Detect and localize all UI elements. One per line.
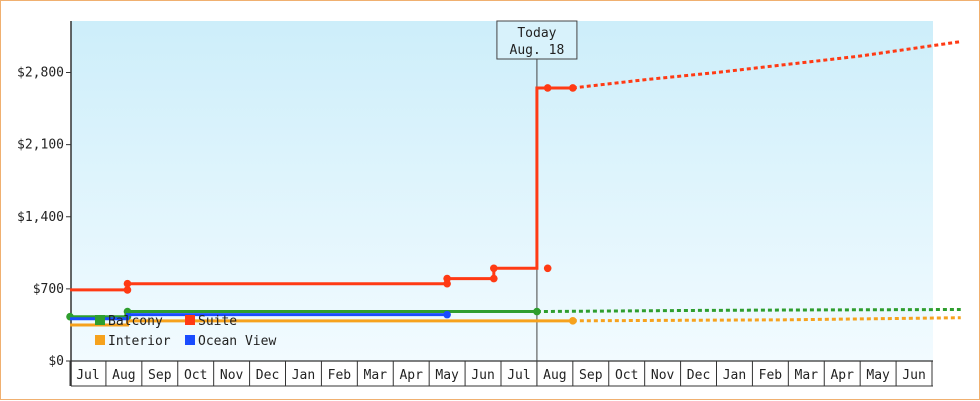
y-tick-label: $2,800 xyxy=(17,66,64,81)
x-tick-label: Feb xyxy=(328,368,352,383)
x-tick-label: Jan xyxy=(723,368,746,383)
x-tick-label: Jun xyxy=(471,368,494,383)
x-tick-label: Jul xyxy=(507,368,530,383)
x-tick-label: Jan xyxy=(292,368,315,383)
today-label: Today xyxy=(517,26,556,41)
y-tick-label: $2,100 xyxy=(17,138,64,153)
x-tick-label: Nov xyxy=(651,368,675,383)
x-tick-label: May xyxy=(435,368,459,383)
suite-point xyxy=(443,274,451,283)
x-tick-label: Sep xyxy=(148,368,172,383)
x-tick-label: Apr xyxy=(399,368,423,383)
ocean-view-point xyxy=(443,310,451,319)
suite-point xyxy=(569,84,577,92)
x-tick-label: Dec xyxy=(687,368,710,383)
balcony-point xyxy=(533,307,541,316)
x-tick-label: Mar xyxy=(364,368,388,383)
plot-background xyxy=(71,21,933,361)
x-tick-label: Oct xyxy=(615,368,638,383)
x-tick-label: May xyxy=(866,368,890,383)
x-tick-label: Nov xyxy=(220,368,244,383)
x-tick-label: Oct xyxy=(184,368,207,383)
legend-swatch xyxy=(95,315,105,325)
x-tick-label: Dec xyxy=(256,368,279,383)
legend-swatch xyxy=(185,315,195,325)
x-tick-label: Feb xyxy=(759,368,783,383)
x-tick-label: Jun xyxy=(902,368,925,383)
today-date-label: Aug. 18 xyxy=(510,43,565,58)
y-tick-label: $1,400 xyxy=(17,210,64,225)
interior-projection-line xyxy=(572,316,961,323)
suite-point xyxy=(490,264,498,273)
balcony-projection-line xyxy=(536,307,961,314)
legend-swatch xyxy=(95,335,105,345)
legend-swatch xyxy=(185,335,195,345)
suite-point xyxy=(543,264,552,273)
suite-point xyxy=(123,279,132,288)
x-tick-label: Apr xyxy=(830,368,854,383)
y-tick-label: $700 xyxy=(33,282,64,297)
x-tick-label: Sep xyxy=(579,368,603,383)
suite-point xyxy=(543,84,552,92)
interior-point xyxy=(569,317,577,325)
today-box xyxy=(496,20,578,60)
x-tick-label: Jul xyxy=(76,368,99,383)
legend-label: Interior xyxy=(108,334,171,349)
legend-label: Balcony xyxy=(108,314,163,329)
x-tick-label: Mar xyxy=(795,368,819,383)
suite-point xyxy=(123,286,132,294)
y-tick-label: $0 xyxy=(48,354,64,369)
legend-label: Ocean View xyxy=(198,334,276,349)
x-tick-label: Aug xyxy=(112,368,135,383)
suite-point xyxy=(490,274,498,283)
legend-label: Suite xyxy=(198,314,237,329)
x-tick-label: Aug xyxy=(543,368,566,383)
